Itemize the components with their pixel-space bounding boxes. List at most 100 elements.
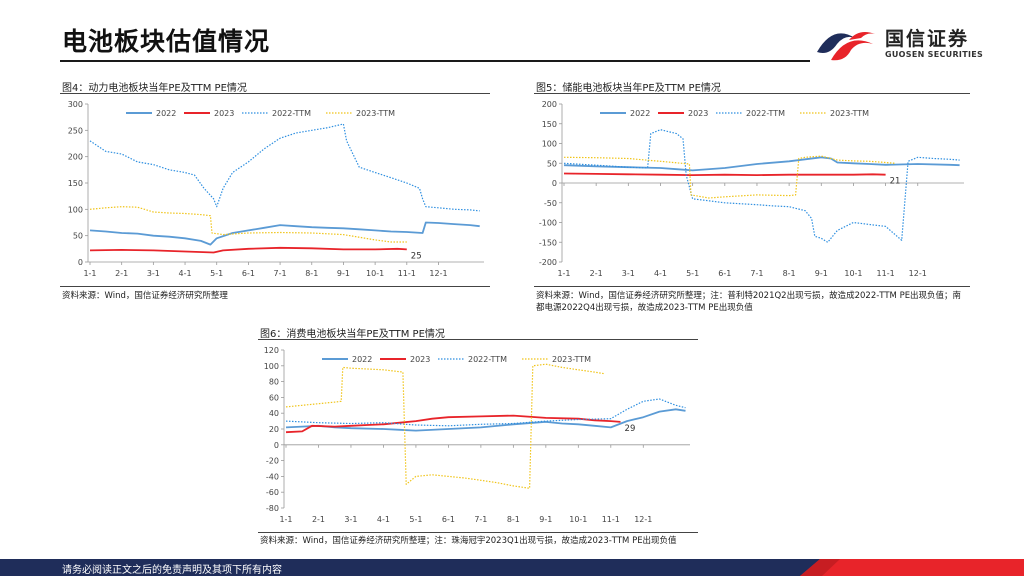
x-tick-label: 6-1 <box>442 515 455 524</box>
figure-6-source-rule <box>258 532 698 533</box>
series-line-2023-TTM <box>285 363 605 489</box>
y-tick-label: 300 <box>68 100 83 109</box>
y-tick-label: 120 <box>264 346 279 355</box>
figure-5-source-rule <box>534 286 970 287</box>
figure-4-caption: 图4：动力电池板块当年PE及TTM PE情况 <box>62 83 247 94</box>
end-value-label: 21 <box>890 177 901 187</box>
legend-label-2023-TTM: 2023-TTM <box>830 109 869 118</box>
y-tick-label: 60 <box>269 393 279 402</box>
figure-6-chart: -80 -60 -40 -20 0 20 40 60 80 100 120 1-1 2-1 3-1 4-1 5… <box>264 346 690 524</box>
x-tick-label: 11-1 <box>602 515 620 524</box>
x-tick-label: 6-1 <box>242 269 255 278</box>
y-tick-label: 80 <box>269 378 279 387</box>
footer-accent <box>760 559 1024 576</box>
x-tick-label: 8-1 <box>507 515 520 524</box>
figure-5-source: 资料来源：Wind，国信证券经济研究所整理；注：普利特2021Q2出现亏损，故造… <box>536 291 962 313</box>
y-tick-label: -50 <box>544 199 557 208</box>
x-tick-label: 11-1 <box>398 269 416 278</box>
x-tick-label: 3-1 <box>147 269 160 278</box>
legend-label-2022-TTM: 2022-TTM <box>468 355 507 364</box>
y-tick-label: -80 <box>266 504 279 513</box>
y-tick-label: 250 <box>68 126 83 135</box>
x-tick-label: 12-1 <box>909 269 927 278</box>
legend-label-2022: 2022 <box>630 109 650 118</box>
guosen-logo-icon <box>817 32 875 61</box>
x-tick-label: 12-1 <box>634 515 652 524</box>
series-line-2023 <box>563 172 886 176</box>
x-tick-label: 1-1 <box>83 269 96 278</box>
x-tick-label: 4-1 <box>654 269 667 278</box>
x-tick-label: 1-1 <box>557 269 570 278</box>
y-tick-label: 100 <box>542 140 557 149</box>
series-line-2023-TTM <box>563 155 896 199</box>
x-tick-label: 6-1 <box>718 269 731 278</box>
x-tick-label: 5-1 <box>686 269 699 278</box>
y-tick-label: 150 <box>542 120 557 129</box>
x-tick-label: 5-1 <box>409 515 422 524</box>
y-tick-label: 0 <box>552 179 557 188</box>
x-tick-label: 7-1 <box>274 269 287 278</box>
x-tick-label: 4-1 <box>179 269 192 278</box>
end-value-label: 29 <box>625 424 636 434</box>
x-tick-label: 9-1 <box>337 269 350 278</box>
figure-4-caption-rule <box>60 93 490 94</box>
figure-6-caption: 图6：消费电池板块当年PE及TTM PE情况 <box>260 329 445 340</box>
logo-text-en: GUOSEN SECURITIES <box>885 50 984 59</box>
x-tick-label: 5-1 <box>210 269 223 278</box>
x-tick-label: 10-1 <box>569 515 587 524</box>
x-tick-label: 8-1 <box>305 269 318 278</box>
x-tick-label: 9-1 <box>815 269 828 278</box>
series-line-2022-TTM <box>89 123 480 212</box>
series-line-2022 <box>563 156 960 172</box>
y-tick-label: 150 <box>68 179 83 188</box>
legend-label-2022: 2022 <box>352 355 372 364</box>
y-tick-label: 0 <box>274 441 279 450</box>
legend-label-2023-TTM: 2023-TTM <box>356 109 395 118</box>
series-line-2022-TTM <box>563 129 960 243</box>
x-tick-label: 9-1 <box>539 515 552 524</box>
figure-6-caption-rule <box>258 339 698 340</box>
y-tick-label: 40 <box>269 409 279 418</box>
y-tick-label: -150 <box>539 238 557 247</box>
y-tick-label: 100 <box>264 362 279 371</box>
series-line-2022 <box>89 221 480 246</box>
y-tick-label: -20 <box>266 457 279 466</box>
figure-5-chart: -200 -150 -100 -50 0 50 100 150 200 1-1 2-1 3-1 4-1 5… <box>539 100 964 278</box>
y-tick-label: -60 <box>266 488 279 497</box>
x-tick-label: 12-1 <box>429 269 447 278</box>
series-line-2022-TTM <box>285 398 686 427</box>
y-tick-label: -100 <box>539 219 557 228</box>
legend-label-2023: 2023 <box>214 109 234 118</box>
legend-label-2023: 2023 <box>410 355 430 364</box>
x-tick-label: 10-1 <box>366 269 384 278</box>
x-tick-label: 11-1 <box>877 269 895 278</box>
figure-4-source-rule <box>60 286 490 287</box>
x-tick-label: 3-1 <box>622 269 635 278</box>
x-tick-label: 7-1 <box>474 515 487 524</box>
figure-4-source: 资料来源：Wind，国信证券经济研究所整理 <box>62 291 228 301</box>
x-tick-label: 2-1 <box>590 269 603 278</box>
y-tick-label: -200 <box>539 258 557 267</box>
x-tick-label: 4-1 <box>377 515 390 524</box>
legend-label-2022-TTM: 2022-TTM <box>272 109 311 118</box>
figure-6-source: 资料来源：Wind，国信证券经济研究所整理；注：珠海冠宇2023Q1出现亏损，故… <box>260 536 677 546</box>
x-tick-label: 2-1 <box>115 269 128 278</box>
x-tick-label: 7-1 <box>750 269 763 278</box>
x-tick-label: 10-1 <box>844 269 862 278</box>
y-tick-label: 20 <box>269 425 279 434</box>
logo-text-cn: 国信证券 <box>885 28 970 50</box>
footer-disclaimer: 请务必阅读正文之后的免责声明及其项下所有内容 <box>62 565 282 576</box>
legend-label-2023: 2023 <box>688 109 708 118</box>
x-tick-label: 1-1 <box>279 515 292 524</box>
legend-label-2022: 2022 <box>156 109 176 118</box>
y-tick-label: -40 <box>266 472 279 481</box>
y-tick-label: 50 <box>73 232 83 241</box>
footer-bar <box>0 559 1024 576</box>
series-line-2023-TTM <box>89 206 407 243</box>
series-line-2022 <box>285 408 686 432</box>
y-tick-label: 0 <box>78 258 83 267</box>
legend-label-2023-TTM: 2023-TTM <box>552 355 591 364</box>
title-rule <box>60 60 810 62</box>
figure-4-chart: 0 50 100 150 200 250 300 1-1 2-1 3-1 4-1 5-1 6-1 7-1 8… <box>68 100 484 278</box>
y-tick-label: 200 <box>68 153 83 162</box>
